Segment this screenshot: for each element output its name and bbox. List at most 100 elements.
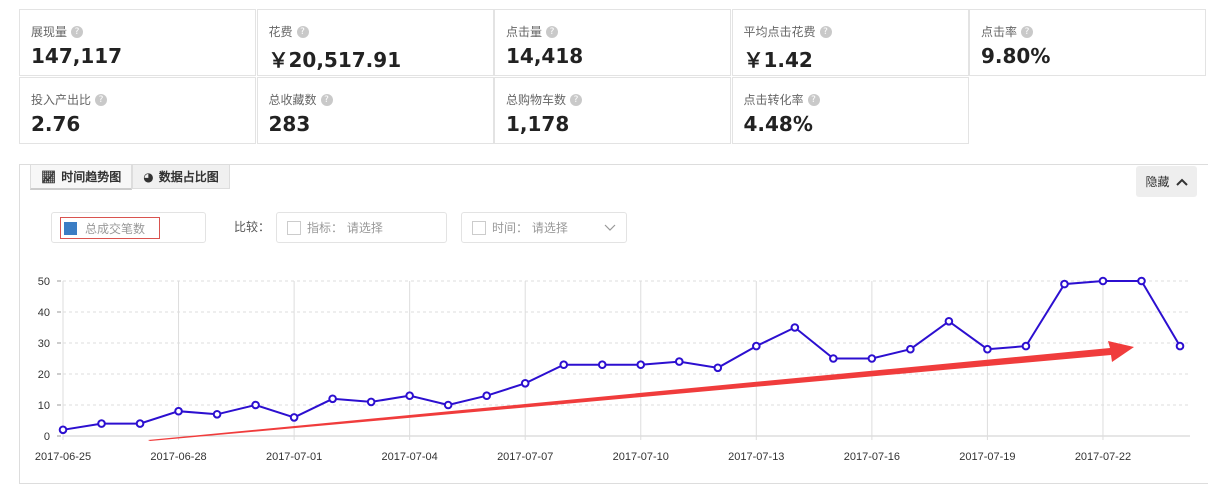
x-tick-label: 2017-06-28	[150, 451, 206, 463]
chevron-down-icon	[604, 224, 616, 231]
metric-label: 点击率	[981, 25, 1018, 39]
metric-label: 总购物车数	[506, 93, 567, 107]
data-point	[752, 341, 761, 351]
data-point	[212, 410, 222, 419]
metric-label: 投入产出比	[31, 93, 92, 107]
y-tick-label: 50	[38, 276, 50, 288]
help-icon[interactable]: ?	[546, 25, 559, 38]
data-point	[1060, 279, 1069, 289]
help-icon[interactable]: ?	[320, 93, 333, 106]
data-point	[1021, 341, 1031, 351]
metric-card: 投入产出比? 2.76	[19, 77, 256, 144]
legend-box: 总成交笔数	[51, 212, 206, 243]
help-icon[interactable]: ?	[807, 93, 820, 106]
data-point	[251, 400, 260, 410]
time-select[interactable]: 时间： 请选择	[461, 212, 627, 243]
data-point	[443, 400, 453, 410]
data-point	[366, 397, 376, 407]
data-point	[1137, 276, 1146, 286]
data-point	[405, 391, 414, 401]
data-point	[713, 363, 723, 373]
metric-checkbox[interactable]	[287, 220, 301, 235]
metric-label: 总收藏数	[268, 93, 317, 107]
data-point	[135, 419, 145, 428]
line-chart-icon: 📈︎	[41, 169, 57, 184]
data-point	[983, 344, 992, 354]
metric-value: ￥1.42	[743, 48, 813, 72]
data-point	[559, 360, 569, 370]
legend-item[interactable]: 总成交笔数	[60, 217, 160, 239]
metric-value: 2.76	[31, 112, 81, 136]
metric-card: 总收藏数? 283	[256, 77, 494, 144]
metric-label: 点击量	[506, 25, 543, 39]
metric-value: ￥20,517.91	[268, 48, 402, 72]
metric-card: 平均点击花费? ￥1.42	[731, 9, 969, 76]
data-point	[97, 419, 106, 428]
legend-swatch	[64, 221, 77, 235]
hide-button[interactable]: 隐藏	[1136, 166, 1197, 197]
x-tick-label: 2017-06-25	[35, 451, 91, 463]
metric-value: 14,418	[506, 44, 584, 68]
data-point	[944, 317, 954, 326]
data-point	[1175, 341, 1185, 351]
x-tick-label: 2017-07-01	[266, 451, 322, 463]
metric-card: 点击量? 14,418	[494, 9, 731, 76]
data-point	[328, 394, 337, 404]
data-point	[520, 379, 530, 388]
data-point	[790, 323, 800, 332]
x-tick-label: 2017-07-07	[497, 451, 553, 463]
metric-label: 点击转化率	[743, 93, 804, 107]
pie-chart-icon: ◕	[143, 169, 154, 184]
data-point	[1098, 276, 1108, 286]
x-tick-label: 2017-07-19	[959, 451, 1015, 463]
help-icon[interactable]: ?	[570, 93, 583, 106]
compare-label: 比较：	[234, 220, 271, 234]
y-tick-label: 40	[38, 307, 50, 319]
metric-value: 4.48%	[743, 112, 813, 136]
x-tick-label: 2017-07-04	[382, 451, 438, 463]
metric-label: 展现量	[31, 25, 68, 39]
help-icon[interactable]: ?	[71, 25, 84, 38]
series-line	[62, 280, 1181, 431]
data-point	[636, 360, 646, 370]
y-tick-label: 10	[38, 400, 50, 412]
metric-value: 1,178	[506, 112, 570, 136]
x-tick-label: 2017-07-16	[844, 451, 900, 463]
data-point	[829, 354, 838, 363]
data-point	[482, 391, 491, 401]
trend-arrow	[148, 341, 1134, 441]
metric-select[interactable]: 指标： 请选择	[276, 212, 447, 243]
tab-time-trend[interactable]: 📈︎ 时间趋势图	[30, 165, 133, 190]
data-point	[867, 354, 877, 363]
metric-card: 花费? ￥20,517.91	[256, 9, 494, 76]
chart-panel: 📈︎ 时间趋势图 ◕ 数据占比图 隐藏 总成交笔数 比较： 指标： 请选择 时间…	[19, 164, 1208, 484]
metric-value: 283	[268, 112, 311, 136]
help-icon[interactable]: ?	[296, 25, 309, 38]
help-icon[interactable]: ?	[95, 93, 108, 106]
help-icon[interactable]: ?	[1021, 25, 1034, 38]
metric-card: 总购物车数? 1,178	[494, 77, 731, 144]
metric-value: 9.80%	[981, 44, 1051, 68]
time-checkbox[interactable]	[472, 220, 486, 235]
metric-value: 147,117	[31, 44, 123, 68]
x-tick-label: 2017-07-22	[1075, 451, 1131, 463]
x-tick-label: 2017-07-10	[613, 451, 669, 463]
metric-label: 花费	[268, 25, 293, 39]
y-tick-label: 20	[38, 369, 50, 381]
trend-chart: 0 10 20 30 40 50 2017-06-25 2017-06-28 2017-07-0…	[35, 276, 1190, 463]
y-tick-label: 30	[38, 338, 50, 350]
metric-card: 点击转化率? 4.48%	[731, 77, 969, 144]
x-tick-label: 2017-07-13	[728, 451, 784, 463]
help-icon[interactable]: ?	[819, 25, 832, 38]
tab-data-ratio[interactable]: ◕ 数据占比图	[132, 165, 230, 189]
data-point	[674, 357, 684, 366]
y-tick-label: 0	[44, 431, 50, 443]
data-point	[906, 344, 915, 354]
data-point	[597, 360, 607, 370]
metric-card: 点击率? 9.80%	[969, 9, 1206, 76]
metric-card: 展现量? 147,117	[19, 9, 256, 76]
data-point	[289, 413, 299, 422]
data-point	[58, 425, 68, 435]
chevron-up-icon	[1175, 178, 1188, 186]
data-point	[174, 406, 183, 416]
